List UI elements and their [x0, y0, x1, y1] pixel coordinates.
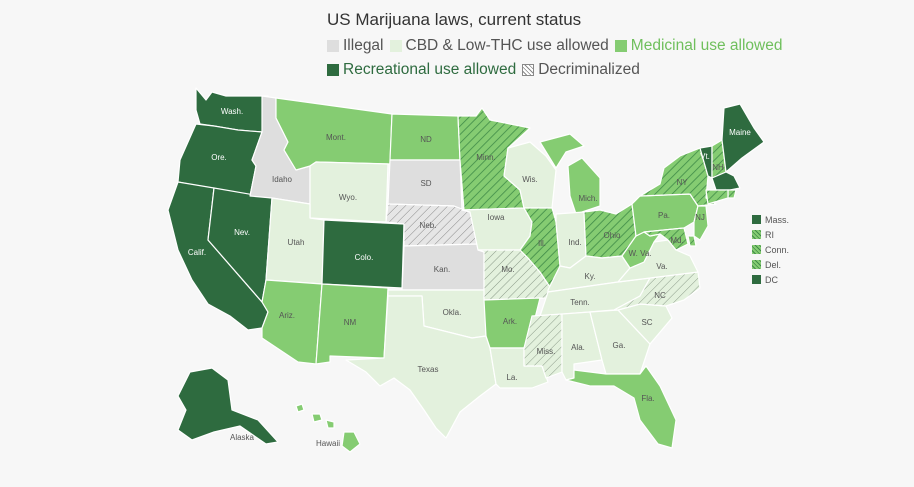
label-calif: Calif.: [188, 248, 206, 257]
legend-label-illegal: Illegal: [343, 37, 384, 54]
label-ala: Ala.: [571, 343, 585, 352]
small-state-mass: Mass.: [752, 212, 789, 227]
state-fla[interactable]: [565, 365, 677, 449]
label-la: La.: [506, 373, 517, 382]
label-wva: W. Va.: [629, 249, 652, 258]
label-sc: SC: [641, 318, 652, 327]
small-state-label-conn: Conn.: [765, 244, 790, 255]
medicinal-swatch: [614, 40, 627, 52]
small-state-conn: Conn.: [752, 242, 789, 257]
states: [167, 87, 765, 453]
dc-swatch: [752, 275, 761, 284]
label-nj: NJ: [695, 213, 705, 222]
label-alaska: Alaska: [230, 433, 255, 442]
small-state-label-dc: DC: [765, 274, 778, 285]
legend: Illegal CBD & Low-THC use allowed Medici…: [327, 34, 807, 82]
label-ky: Ky.: [585, 272, 596, 281]
small-state-label-ri: RI: [765, 229, 774, 240]
legend-item-medicinal: Medicinal use allowed: [614, 37, 783, 55]
recreational-swatch: [327, 64, 339, 76]
label-nh: NH: [712, 163, 724, 172]
label-texas: Texas: [418, 365, 439, 374]
state-ri[interactable]: [727, 189, 737, 199]
label-ga: Ga.: [613, 341, 626, 350]
conn-swatch: [752, 245, 761, 254]
label-ark: Ark.: [503, 317, 517, 326]
label-ariz: Ariz.: [279, 311, 295, 320]
label-mich: Mich.: [578, 194, 597, 203]
legend-item-cbd: CBD & Low-THC use allowed: [389, 37, 609, 55]
label-wash: Wash.: [221, 107, 243, 116]
legend-label-medicinal: Medicinal use allowed: [630, 37, 783, 54]
ri-swatch: [752, 230, 761, 239]
small-state-dc: DC: [752, 272, 789, 287]
small-state-ri: RI: [752, 227, 789, 242]
illegal-swatch: [327, 40, 339, 52]
label-miss: Miss.: [537, 347, 556, 356]
legend-item-decriminalized: Decriminalized: [522, 61, 640, 79]
label-va: Va.: [656, 262, 667, 271]
state-wyo[interactable]: [309, 161, 389, 223]
legend-label-recreational: Recreational use allowed: [343, 61, 517, 78]
state-alaska[interactable]: [177, 367, 279, 445]
label-mont: Mont.: [326, 133, 346, 142]
label-kan: Kan.: [434, 265, 450, 274]
state-conn[interactable]: [705, 189, 729, 205]
label-nev: Nev.: [234, 228, 250, 237]
label-tenn: Tenn.: [570, 298, 590, 307]
label-maine: Maine: [729, 128, 751, 137]
del-swatch: [752, 260, 761, 269]
label-nm: NM: [344, 318, 357, 327]
decriminalized-swatch: [522, 64, 535, 76]
state-labels: Wash. Ore. Calif. Nev. Idaho Mont. Wyo. …: [188, 107, 752, 448]
label-ore: Ore.: [211, 153, 227, 162]
label-utah: Utah: [288, 238, 305, 247]
label-sd: SD: [420, 179, 431, 188]
label-colo: Colo.: [355, 253, 374, 262]
state-nj[interactable]: [693, 205, 709, 241]
label-ohio: Ohio: [604, 231, 621, 240]
state-maine[interactable]: [721, 103, 765, 173]
state-ariz[interactable]: [261, 279, 323, 365]
legend-item-illegal: Illegal: [327, 37, 384, 55]
label-neb: Neb.: [420, 221, 437, 230]
label-fla: Fla.: [641, 394, 654, 403]
state-texas[interactable]: [345, 295, 497, 439]
small-state-label-del: Del.: [765, 259, 782, 270]
label-wyo: Wyo.: [339, 193, 357, 202]
map-title: US Marijuana laws, current status: [327, 10, 582, 29]
label-ny: NY: [676, 178, 688, 187]
legend-item-recreational: Recreational use allowed: [327, 61, 516, 79]
state-md[interactable]: [643, 227, 689, 251]
state-nm[interactable]: [315, 283, 389, 365]
label-minn: Minn.: [476, 153, 496, 162]
mass-swatch: [752, 215, 761, 224]
small-states-key: Mass. RI Conn. Del. DC: [752, 212, 789, 287]
cbd-swatch: [389, 40, 402, 52]
state-hawaii[interactable]: [295, 403, 361, 453]
legend-label-cbd: CBD & Low-THC use allowed: [405, 37, 609, 54]
label-hawaii: Hawaii: [316, 439, 340, 448]
state-del[interactable]: [687, 235, 697, 247]
label-md: Md.: [670, 236, 683, 245]
label-nc: NC: [654, 291, 666, 300]
small-state-label-mass: Mass.: [765, 214, 790, 225]
state-ill[interactable]: [519, 207, 561, 291]
label-pa: Pa.: [658, 211, 670, 220]
label-ill: Ill.: [538, 239, 546, 248]
label-okla: Okla.: [443, 308, 462, 317]
label-wis: Wis.: [522, 175, 538, 184]
state-nc[interactable]: [613, 271, 701, 311]
label-nd: ND: [420, 135, 432, 144]
state-mich[interactable]: [539, 133, 601, 215]
label-mo: Mo.: [501, 265, 514, 274]
legend-label-decriminalized: Decriminalized: [538, 61, 640, 78]
label-ind: Ind.: [568, 238, 581, 247]
label-vt: Vt.: [700, 152, 710, 161]
label-idaho: Idaho: [272, 175, 293, 184]
small-state-del: Del.: [752, 257, 789, 272]
label-iowa: Iowa: [488, 213, 505, 222]
